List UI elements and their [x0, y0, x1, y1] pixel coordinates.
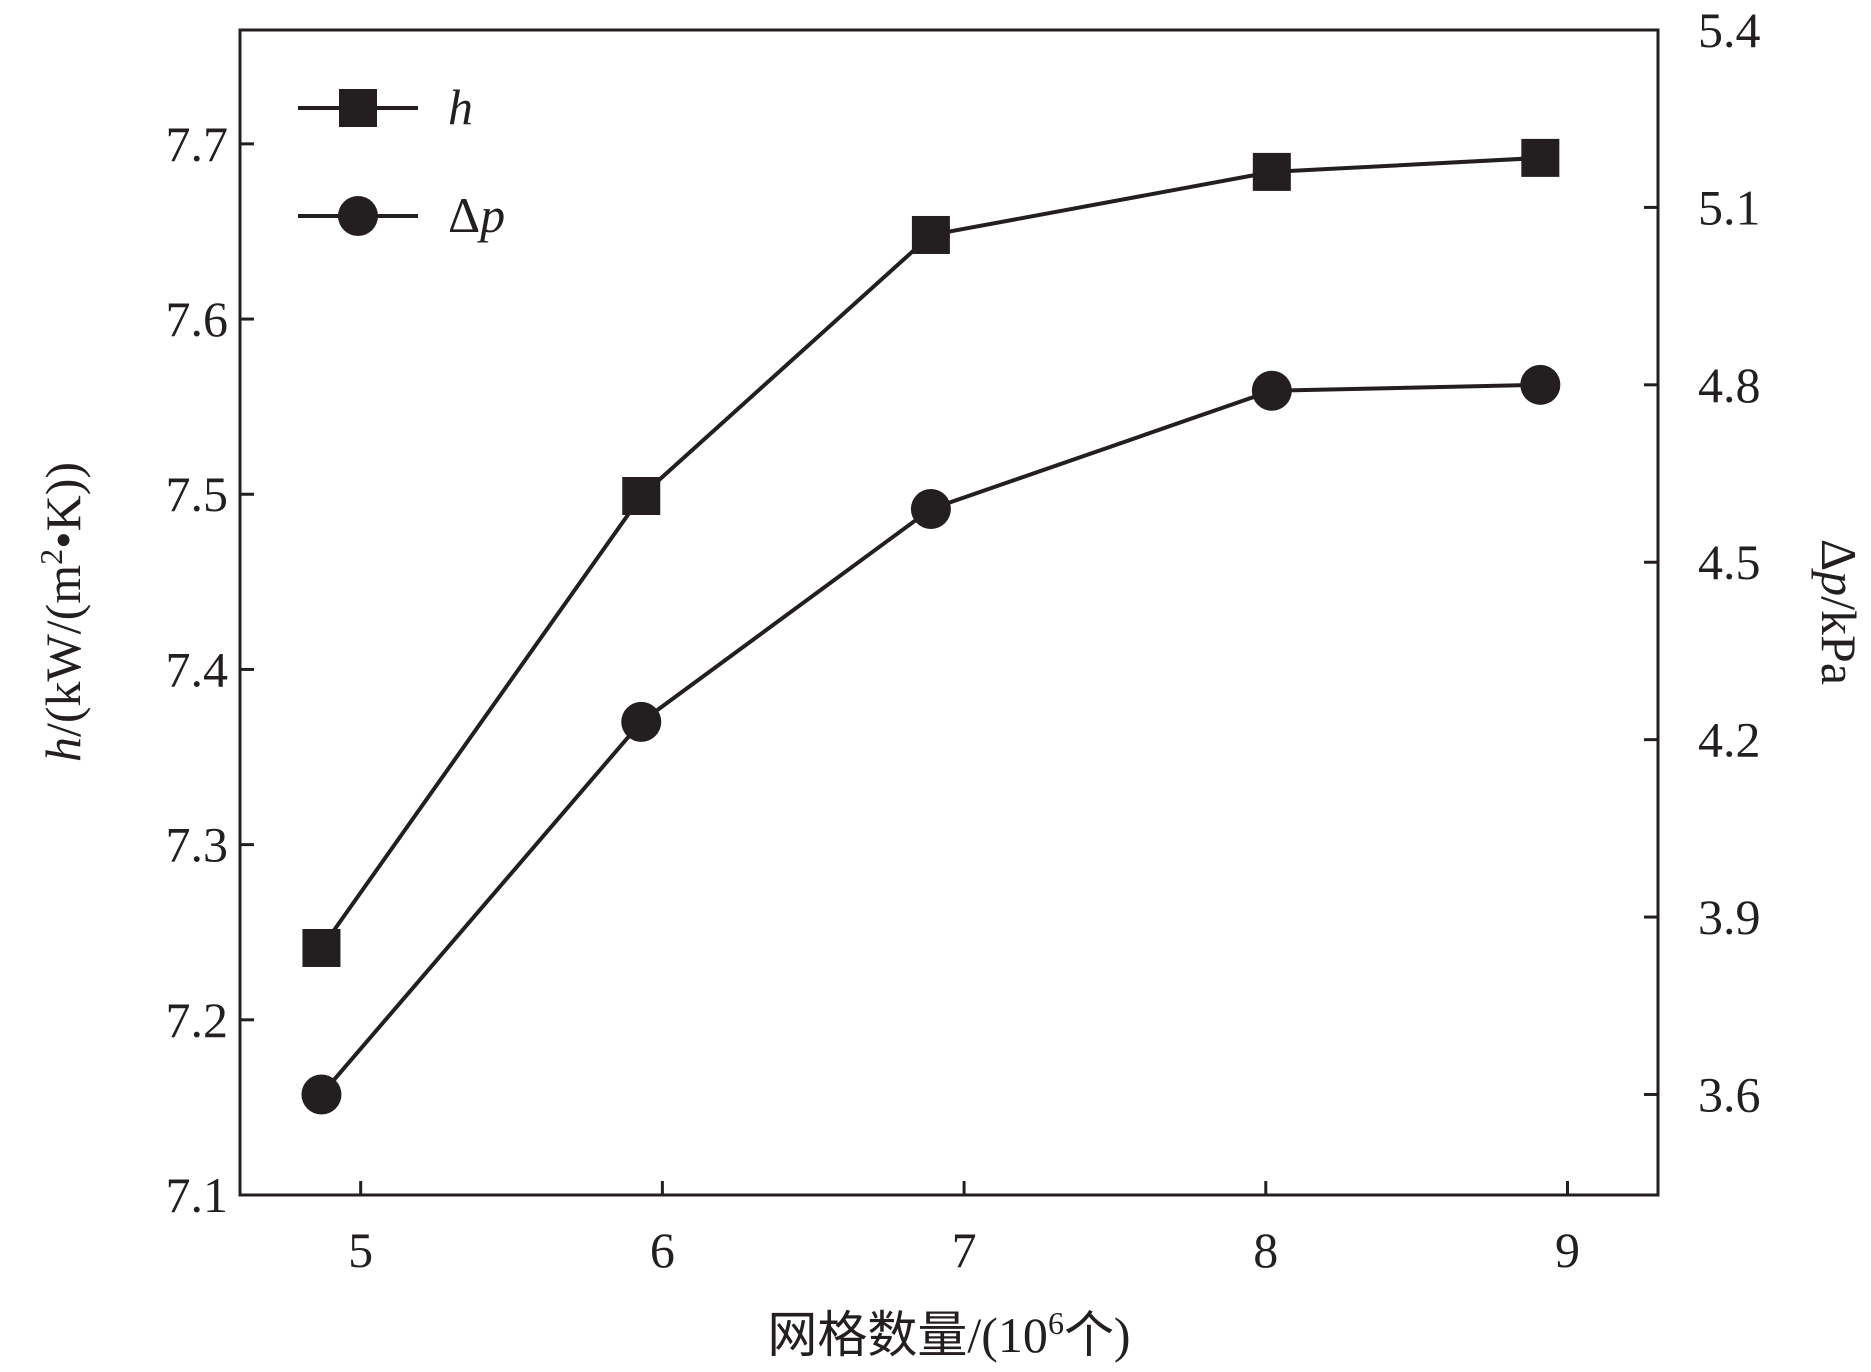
left-y-axis-title: h/(kW/(m2•K)): [33, 462, 91, 762]
left-y-tick-label: 7.7: [166, 116, 229, 172]
series-h-line: [319, 155, 1541, 950]
left-y-tick-label: 7.5: [166, 466, 229, 522]
series-h-point: [1521, 138, 1560, 177]
x-tick-label: 6: [650, 1222, 675, 1278]
series-dp-point: [910, 489, 951, 530]
right-y-tick-label: 5.4: [1698, 2, 1761, 58]
x-tick-label: 7: [952, 1222, 977, 1278]
right-y-tick-label: 4.8: [1698, 357, 1761, 413]
plot-frame: [238, 28, 1660, 1197]
legend-dp-circle-marker: [338, 196, 378, 236]
x-axis-ticks: 5 6 7 8 9: [348, 1181, 1580, 1278]
left-y-tick-label: 7.1: [166, 1167, 229, 1223]
right-y-tick-label: 3.9: [1698, 889, 1761, 945]
right-y-axis-ticks: 3.6 3.9 4.2 4.5 4.8 5.1 5.4: [1644, 2, 1761, 1122]
legend-dp-label: Δp: [448, 187, 505, 243]
right-y-tick-label: 4.2: [1698, 712, 1761, 768]
legend: h Δp: [298, 79, 505, 243]
x-axis-title: 网格数量/(106个): [767, 1305, 1130, 1363]
right-y-tick-label: 3.6: [1698, 1066, 1761, 1122]
left-y-tick-label: 7.6: [166, 291, 229, 347]
series-dp-point: [1251, 370, 1292, 411]
series-layer: [301, 138, 1561, 1115]
left-y-tick-label: 7.3: [166, 817, 229, 873]
series-h-point: [911, 215, 950, 254]
x-tick-label: 9: [1555, 1222, 1580, 1278]
series-h-point: [622, 477, 661, 515]
right-y-tick-label: 4.5: [1698, 534, 1761, 590]
left-y-axis-ticks: 7.1 7.2 7.3 7.4 7.5 7.6 7.7: [166, 116, 254, 1223]
series-dp-point: [621, 701, 662, 742]
legend-h-label: h: [448, 79, 473, 135]
right-y-axis-title: Δp/kPa: [1811, 539, 1867, 685]
x-tick-label: 5: [348, 1222, 373, 1278]
left-y-tick-label: 7.2: [166, 992, 229, 1048]
series-dp-point: [1520, 364, 1561, 405]
series-h-point: [302, 928, 341, 967]
x-tick-label: 8: [1253, 1222, 1278, 1278]
series-h-point: [1252, 152, 1291, 191]
right-y-tick-label: 5.1: [1698, 179, 1761, 235]
series-dp-point: [301, 1074, 342, 1115]
left-y-tick-label: 7.4: [166, 641, 229, 697]
legend-h-square-marker: [339, 89, 377, 127]
